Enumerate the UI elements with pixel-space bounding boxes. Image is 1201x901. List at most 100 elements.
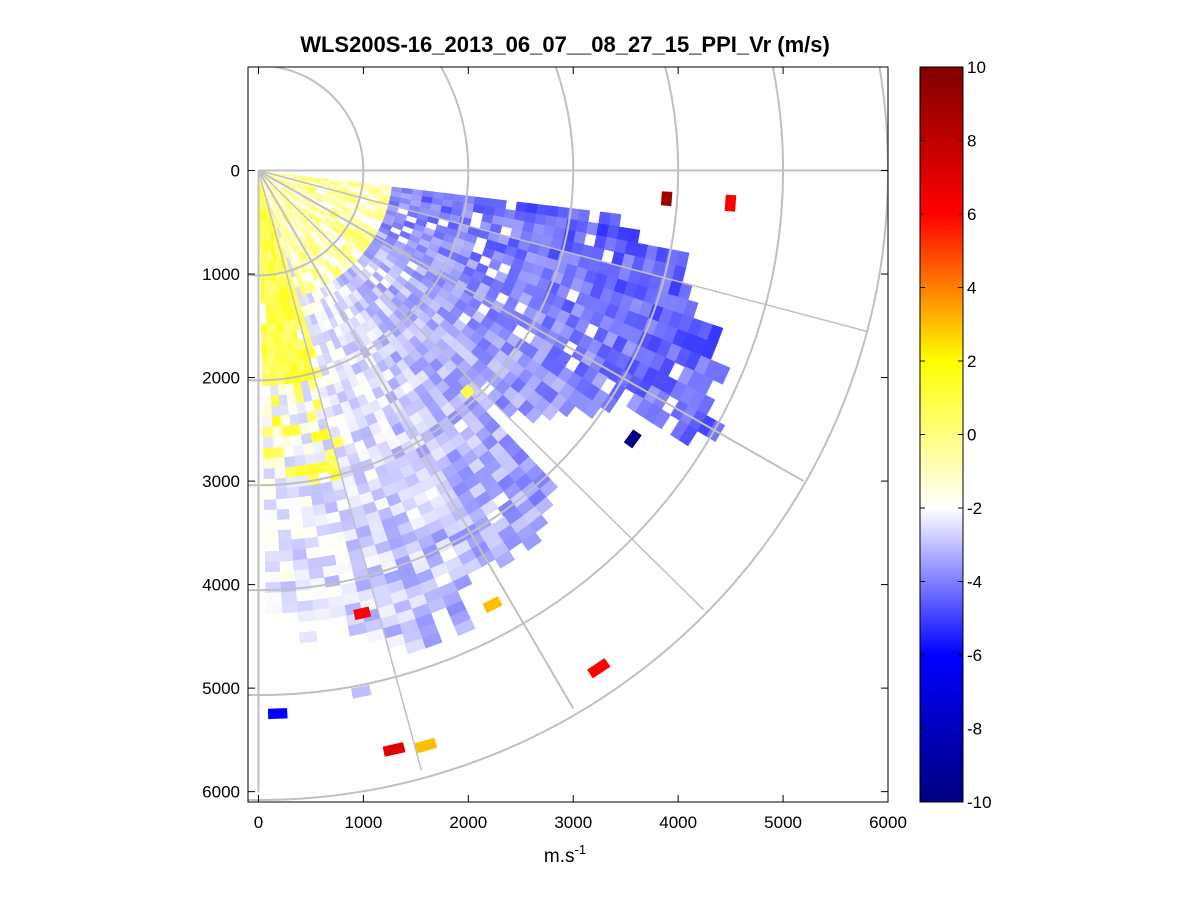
- colorbar-tick-label: 10: [967, 58, 986, 77]
- velocity-cell: [263, 488, 277, 501]
- velocity-cell: [538, 339, 554, 356]
- velocity-cell: [395, 212, 408, 221]
- velocity-cell: [283, 278, 291, 290]
- velocity-cell: [275, 498, 289, 510]
- velocity-cell: [407, 276, 421, 288]
- velocity-cell: [634, 242, 649, 259]
- velocity-cell: [524, 212, 537, 224]
- velocity-cell: [607, 263, 622, 280]
- velocity-cell: [412, 249, 426, 261]
- velocity-cell: [272, 280, 278, 293]
- velocity-cell: [386, 377, 401, 392]
- velocity-cell: [536, 277, 551, 292]
- velocity-cell: [566, 388, 584, 407]
- velocity-cell: [517, 399, 535, 417]
- velocity-cell: [410, 304, 424, 318]
- velocity-cell: [259, 209, 262, 221]
- x-tick-label: 5000: [764, 813, 802, 832]
- velocity-cell: [284, 199, 294, 209]
- x-tick-label: 4000: [659, 813, 697, 832]
- velocity-cell: [428, 300, 442, 313]
- velocity-cell: [555, 284, 571, 300]
- velocity-cell: [623, 281, 639, 299]
- velocity-cell: [298, 199, 309, 207]
- velocity-cell: [400, 315, 414, 329]
- velocity-cell: [291, 191, 302, 200]
- velocity-cell: [374, 297, 387, 310]
- velocity-cell: [364, 511, 382, 526]
- velocity-cell: [589, 284, 605, 301]
- velocity-cell: [662, 325, 679, 345]
- velocity-cell: [417, 622, 439, 639]
- velocity-cell: [277, 173, 288, 177]
- velocity-cell: [346, 353, 358, 367]
- velocity-cell: [291, 276, 299, 288]
- velocity-cell: [290, 243, 298, 255]
- velocity-cell: [425, 553, 445, 570]
- velocity-cell: [346, 419, 360, 434]
- velocity-cell: [263, 209, 267, 221]
- velocity-cell: [349, 558, 367, 573]
- velocity-cell: [357, 271, 369, 283]
- velocity-cell: [465, 434, 483, 451]
- velocity-cell: [259, 230, 263, 242]
- velocity-cell: [462, 304, 478, 319]
- velocity-cell: [316, 225, 327, 236]
- velocity-cell: [423, 270, 437, 283]
- velocity-cell: [328, 316, 339, 329]
- velocity-cell: [371, 325, 384, 339]
- velocity-cell: [343, 331, 355, 345]
- velocity-cell: [368, 242, 381, 253]
- velocity-cell: [608, 319, 625, 337]
- velocity-cell: [336, 191, 349, 198]
- colorbar-tick-label: -4: [967, 573, 982, 592]
- velocity-cell: [295, 274, 304, 287]
- velocity-cell: [532, 223, 546, 236]
- velocity-cell: [278, 215, 285, 227]
- velocity-cell: [268, 197, 273, 209]
- velocity-cell: [458, 272, 473, 286]
- chart-title: WLS200S-16_2013_06_07__08_27_15_PPI_Vr (…: [300, 32, 830, 57]
- velocity-cell: [342, 206, 354, 214]
- velocity-cell: [399, 286, 413, 299]
- velocity-cell: [374, 252, 387, 264]
- velocity-cell: [356, 257, 369, 269]
- velocity-cell: [347, 190, 360, 197]
- velocity-cell: [547, 247, 561, 262]
- velocity-cell: [265, 582, 282, 594]
- outlier-cell: [382, 742, 406, 757]
- velocity-cell: [617, 266, 632, 283]
- velocity-cell: [501, 253, 515, 267]
- velocity-cell: [305, 259, 314, 271]
- velocity-cell: [300, 196, 311, 204]
- velocity-cell: [280, 189, 289, 198]
- velocity-cell: [329, 531, 346, 545]
- velocity-cell: [671, 265, 687, 283]
- velocity-cell: [684, 351, 702, 372]
- velocity-cell: [359, 253, 372, 265]
- velocity-cell: [297, 412, 309, 425]
- velocity-cell: [299, 226, 309, 237]
- velocity-cell: [686, 370, 705, 391]
- velocity-cell: [313, 513, 329, 527]
- velocity-cell: [302, 526, 318, 539]
- velocity-cell: [308, 176, 320, 180]
- velocity-cell: [265, 175, 274, 183]
- velocity-cell: [285, 256, 293, 268]
- velocity-cell: [603, 275, 619, 292]
- velocity-cell: [389, 195, 402, 203]
- velocity-cell: [651, 260, 666, 278]
- velocity-cell: [280, 425, 292, 437]
- velocity-cell: [670, 419, 689, 441]
- colorbar-tick-label: 2: [967, 352, 976, 371]
- outlier-cell: [724, 194, 737, 212]
- velocity-cell: [261, 344, 269, 356]
- velocity-cell: [268, 218, 273, 230]
- velocity-cell: [286, 234, 294, 246]
- velocity-cell: [332, 202, 344, 210]
- velocity-cell: [432, 293, 447, 307]
- velocity-cell: [400, 496, 418, 513]
- velocity-cell: [461, 449, 479, 467]
- velocity-cell: [332, 222, 344, 232]
